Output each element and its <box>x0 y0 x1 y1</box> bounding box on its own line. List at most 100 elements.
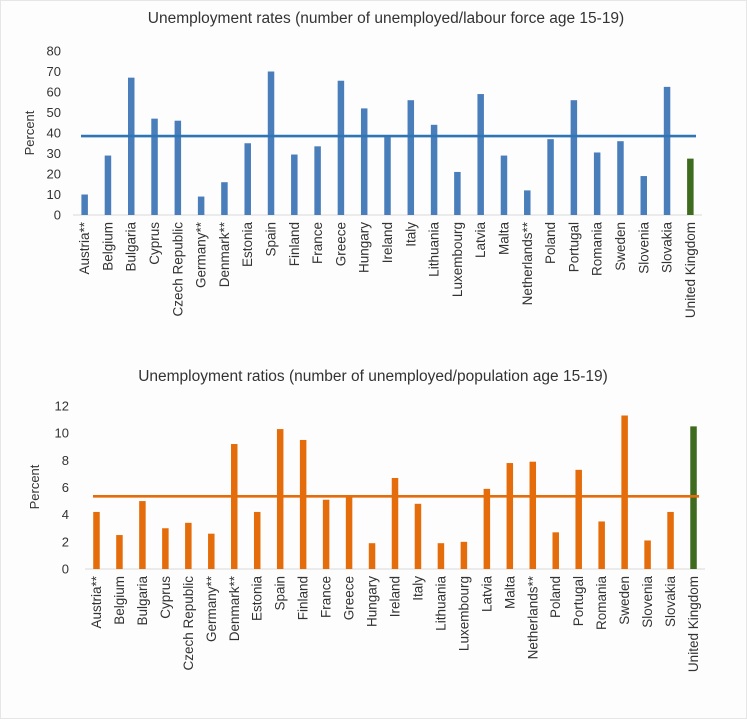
category-label: Slovenia <box>640 576 655 628</box>
category-label: Estonia <box>250 576 265 622</box>
bar <box>391 477 399 569</box>
category-label: Malta <box>502 576 517 610</box>
bar <box>322 499 330 569</box>
bar <box>667 511 674 569</box>
bar <box>414 503 422 569</box>
category-label: Sweden <box>613 222 628 271</box>
category-label: Portugal <box>566 222 581 272</box>
category-label: Poland <box>548 576 563 618</box>
category-label: Portugal <box>571 576 586 626</box>
category-label: Hungary <box>357 222 372 273</box>
y-tick-label: 0 <box>54 208 61 223</box>
bar <box>104 155 112 215</box>
category-label: Germany** <box>204 575 219 642</box>
y-tick-label: 6 <box>62 480 69 495</box>
y-tick-label: 70 <box>47 64 61 79</box>
category-label: Latvia <box>473 222 488 259</box>
bar <box>291 154 298 215</box>
bar <box>314 146 321 215</box>
y-tick-label: 10 <box>55 426 69 441</box>
category-label: Slovakia <box>660 222 675 274</box>
bar <box>116 535 123 569</box>
bar <box>93 511 100 569</box>
chart-unemployment-ratios: Unemployment ratios (number of unemploye… <box>27 368 705 672</box>
bar <box>221 182 228 215</box>
y-tick-label: 8 <box>62 453 69 468</box>
category-label: Cyprus <box>147 222 162 265</box>
category-label: Estonia <box>240 222 255 268</box>
bar <box>593 152 601 215</box>
category-label: Spain <box>264 222 279 257</box>
bar <box>267 71 275 215</box>
y-axis-label: Percent <box>27 464 42 509</box>
bar <box>231 444 238 569</box>
category-label: Italy <box>410 576 425 601</box>
bar <box>127 77 135 216</box>
bar <box>460 541 468 569</box>
y-tick-label: 40 <box>47 126 61 141</box>
chart-title: Unemployment rates (number of unemployed… <box>148 10 624 27</box>
category-label: Romania <box>594 576 609 631</box>
category-label: Latvia <box>479 576 494 613</box>
category-label: Hungary <box>365 576 380 627</box>
y-ticks: 0 2 4 6 8 10 12 <box>55 399 69 577</box>
bar <box>337 80 345 215</box>
category-label: Malta <box>496 222 511 256</box>
category-label: Greece <box>342 576 357 620</box>
bar <box>506 463 514 569</box>
category-label: France <box>319 576 334 618</box>
bar <box>529 461 537 569</box>
bar <box>663 86 671 215</box>
bar <box>598 521 605 569</box>
bar <box>244 143 251 215</box>
category-label: Finland <box>287 222 302 266</box>
bar <box>407 100 415 215</box>
bar <box>500 155 508 215</box>
category-label: Netherlands** <box>520 221 535 305</box>
bar <box>617 141 624 215</box>
category-label: Luxembourg <box>456 576 471 651</box>
y-tick-label: 2 <box>62 534 69 549</box>
bar <box>197 196 205 215</box>
bar <box>644 540 651 569</box>
category-label: Poland <box>543 222 558 264</box>
bar <box>575 469 582 569</box>
bar <box>430 124 438 215</box>
category-label: Ireland <box>380 222 395 263</box>
bar <box>139 501 146 569</box>
category-label: Belgium <box>100 222 115 271</box>
bar <box>437 543 445 569</box>
category-label: Italy <box>403 222 418 247</box>
y-tick-label: 10 <box>47 187 61 202</box>
bars <box>93 415 697 569</box>
category-label: Spain <box>273 576 288 611</box>
bars <box>81 71 694 216</box>
bar <box>81 194 88 215</box>
category-label: Luxembourg <box>450 222 465 297</box>
category-label: United Kingdom <box>683 222 698 318</box>
bar <box>151 118 158 215</box>
bar <box>276 429 284 569</box>
category-label: Romania <box>590 222 605 277</box>
bar <box>524 190 531 215</box>
bar <box>174 120 182 215</box>
y-tick-label: 80 <box>47 44 61 59</box>
bar <box>621 415 628 569</box>
category-label: Finland <box>296 576 311 620</box>
bar <box>208 533 215 569</box>
bar <box>454 171 461 215</box>
bar <box>368 543 376 569</box>
y-axis-label: Percent <box>22 110 37 155</box>
category-label: Lithuania <box>433 576 448 631</box>
bar <box>547 139 554 215</box>
bar <box>185 522 192 569</box>
category-label: United Kingdom <box>686 576 701 672</box>
bar <box>384 137 391 215</box>
category-label: Austria** <box>89 575 104 628</box>
bar <box>640 176 648 215</box>
y-tick-label: 50 <box>47 105 61 120</box>
category-labels: Austria** Belgium Bulgaria Cyprus Czech Repu… <box>89 575 701 672</box>
chart-title: Unemployment ratios (number of unemploye… <box>138 368 608 385</box>
category-label: Bulgaria <box>135 576 150 626</box>
